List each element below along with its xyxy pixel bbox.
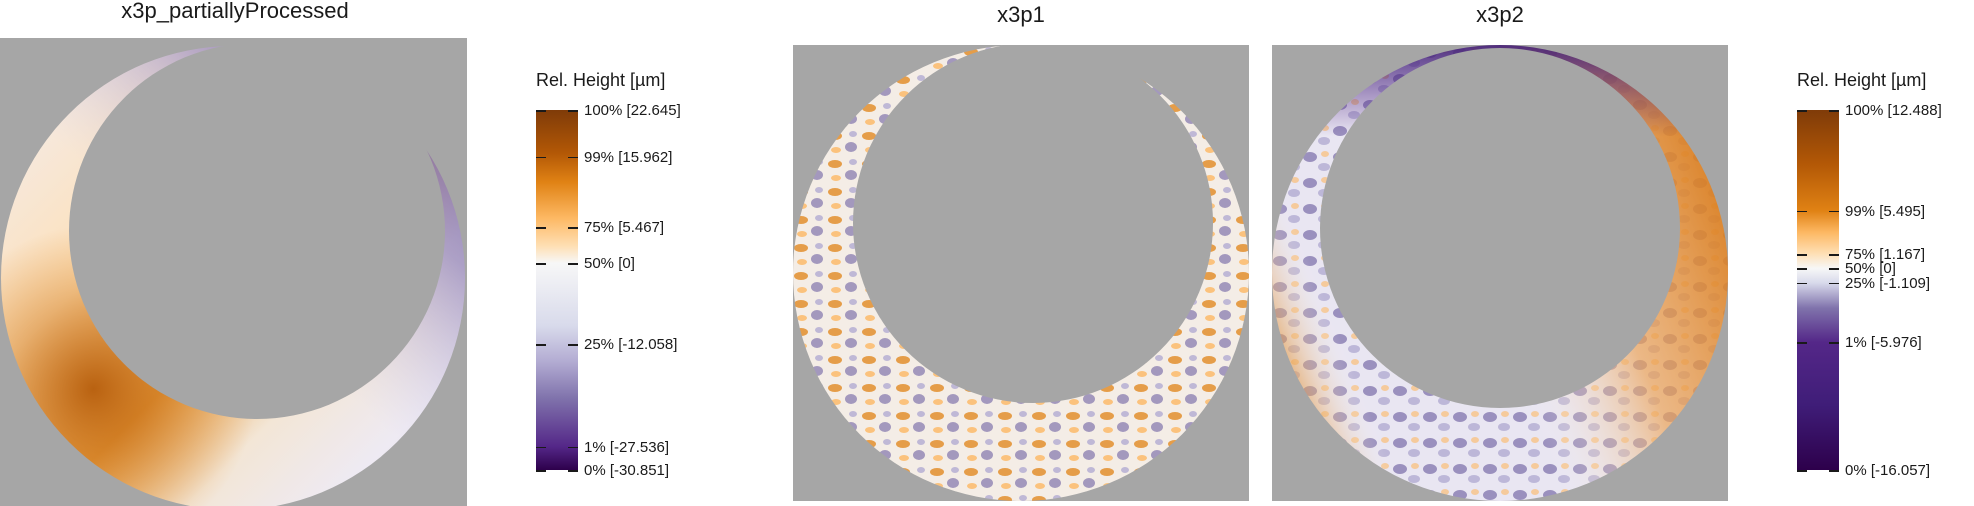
colorbar-tick-mark <box>1797 110 1807 112</box>
colorbar-tick-mark <box>536 156 546 159</box>
colorbar-tick-mark <box>1829 268 1839 270</box>
colorbar-tick-label: 75% [1.167] <box>1845 246 1926 263</box>
colorbar-tick-mark <box>536 263 546 265</box>
colorbar-tick-mark <box>1797 342 1807 344</box>
colorbar-tick-mark <box>568 156 578 159</box>
colorbar-tick-mark <box>536 227 546 229</box>
colorbar-tick-label: 50% [0] <box>1845 260 1896 278</box>
colorbar-tick-label: 0% [-16.057] <box>1845 462 1931 479</box>
heatmap-svg-3 <box>1272 45 1728 501</box>
colorbar-tick-mark <box>1797 470 1807 472</box>
colorbar-tick-label: 1% [-27.536] <box>584 438 670 456</box>
colorbar-tick-label: 100% [22.645] <box>584 102 681 119</box>
colorbar-tick-mark <box>1829 110 1839 112</box>
colorbar-tick-mark <box>1829 470 1839 472</box>
colorbar-tick-mark <box>568 263 578 265</box>
colorbar-tick-mark <box>1829 254 1839 256</box>
heatmap-plot-1 <box>0 38 467 506</box>
colorbar-tick-label: 25% [-1.109] <box>1845 274 1931 292</box>
colorbar-tick-label: 0% [-30.851] <box>584 462 670 479</box>
colorbar-tick-label: 25% [-12.058] <box>584 336 678 353</box>
legend-title-2: Rel. Height [µm] <box>1797 70 1927 90</box>
colorbar-tick-mark <box>568 110 578 112</box>
colorbar-tick-label: 100% [12.488] <box>1845 102 1942 119</box>
colorbar-tick-mark <box>1797 210 1807 213</box>
colorbar-tick-label: 99% [5.495] <box>1845 202 1926 220</box>
colorbar-tick-mark <box>1829 342 1839 344</box>
colorbar-tick-mark <box>536 110 546 112</box>
colorbar-tick-mark <box>568 227 578 229</box>
colorbar-tick-mark <box>1829 210 1839 213</box>
colorbar-tick-mark <box>536 344 546 346</box>
colorbar-tick-mark <box>536 446 546 449</box>
colorbar-tick-mark <box>568 344 578 346</box>
colorbar-tick-mark <box>568 470 578 472</box>
heatmap-plot-2 <box>793 45 1249 501</box>
heatmap-svg-2 <box>793 45 1249 501</box>
colorbar-tick-label: 99% [15.962] <box>584 148 673 166</box>
colorbar-tick-mark <box>1797 282 1807 285</box>
colorbar-tick-label: 1% [-5.976] <box>1845 334 1922 352</box>
colorbar-tick-label: 75% [5.467] <box>584 219 665 236</box>
panel-title-1: x3p_partiallyProcessed <box>121 0 349 23</box>
colorbar-tick-mark <box>568 446 578 449</box>
colorbar-tick-mark <box>536 470 546 472</box>
legend-title-1: Rel. Height [µm] <box>536 70 666 90</box>
colorbar-tick-mark <box>1797 254 1807 256</box>
colorbar-2 <box>1797 110 1839 470</box>
colorbar-tick-mark <box>1797 268 1807 270</box>
heatmap-plot-3 <box>1272 45 1728 501</box>
colorbar-tick-mark <box>1829 282 1839 285</box>
panel-title-2: x3p1 <box>997 2 1045 27</box>
colorbar-1 <box>536 110 578 470</box>
heatmap-svg-1 <box>0 38 467 506</box>
colorbar-tick-label: 50% [0] <box>584 255 635 272</box>
panel-title-3: x3p2 <box>1476 2 1524 27</box>
